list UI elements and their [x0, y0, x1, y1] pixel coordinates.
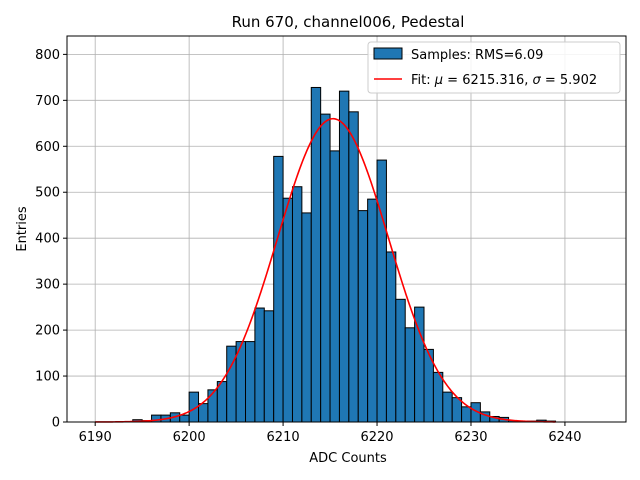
y-axis-label: Entries [15, 206, 30, 252]
x-tick-label: 6210 [267, 430, 300, 445]
histogram-bar [385, 251, 397, 423]
x-tick-label: 6220 [360, 430, 393, 445]
histogram-bar [301, 212, 312, 423]
histogram-bar [338, 90, 350, 423]
histogram-bar [216, 381, 228, 423]
x-tick-label: 6190 [79, 430, 112, 445]
histogram-bar [207, 389, 218, 423]
histogram-bar [432, 371, 444, 423]
fit-curve [95, 117, 556, 423]
histogram-bar [320, 113, 331, 423]
histogram-bar [245, 341, 256, 423]
y-tick-label: 700 [35, 94, 60, 109]
y-tick-label: 600 [35, 140, 60, 155]
histogram-bars [132, 86, 557, 423]
histogram-bar [263, 310, 275, 423]
fit-curve-group [95, 117, 556, 423]
histogram-bar [198, 403, 209, 423]
histogram-bar [395, 298, 406, 423]
legend-swatch-samples [373, 47, 403, 60]
y-tick-label: 300 [35, 278, 60, 293]
histogram-bar [461, 406, 472, 423]
histogram-bar [404, 327, 416, 423]
plot-frame [66, 35, 627, 423]
x-axis-label: ADC Counts [309, 451, 387, 466]
x-tick-label: 6200 [173, 430, 206, 445]
histogram-bar [254, 307, 265, 423]
histogram-bar [357, 210, 369, 423]
legend-label-samples: Samples: RMS=6.09 [411, 48, 543, 63]
y-tick-label: 800 [35, 48, 60, 63]
x-tick-label: 6230 [454, 430, 487, 445]
y-tick-label: 0 [52, 416, 60, 431]
y-tick-label: 100 [35, 370, 60, 385]
legend-label-fit: Fit: μ = 6215.316, σ = 5.902 [411, 73, 597, 88]
histogram-bar [348, 111, 359, 423]
histogram-bar [282, 197, 293, 423]
histogram-bar [291, 186, 303, 423]
histogram-bar [442, 391, 453, 423]
histogram-bar [329, 150, 340, 423]
legend-box [367, 41, 621, 94]
histogram-bar [367, 198, 378, 423]
x-tick-label: 6240 [548, 430, 581, 445]
histogram-bar [376, 159, 387, 423]
y-tick-label: 400 [35, 232, 60, 247]
histogram-bar [451, 397, 463, 423]
histogram-bar [179, 414, 190, 423]
y-tick-label: 500 [35, 186, 60, 201]
x-axis-ticks: 6190 6200 6210 6220 6230 6240 [79, 422, 581, 445]
y-axis-ticks: 0 100 200 300 400 500 600 700 800 [35, 48, 67, 431]
chart-title: Run 670, channel006, Pedestal [232, 13, 465, 31]
histogram-bar [273, 155, 284, 423]
y-tick-label: 200 [35, 324, 60, 339]
legend: Samples: RMS=6.09 Fit: μ = 6215.316, σ =… [367, 41, 621, 94]
